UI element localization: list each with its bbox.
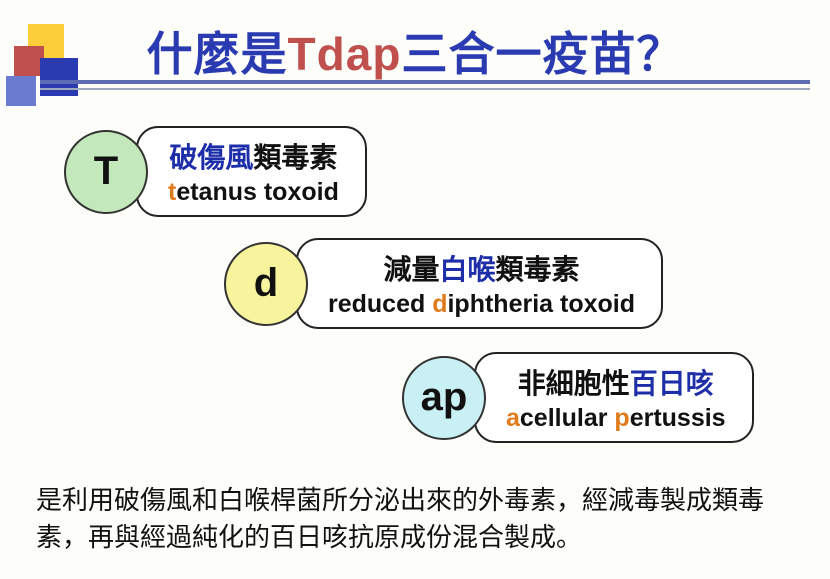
en-highlight: d (432, 290, 447, 318)
en-pre: reduced (328, 290, 432, 318)
box-diphtheria: 減量白喉類毒素 reduced diphtheria toxoid (296, 238, 663, 329)
title-post: 三合一疫苗？ (401, 28, 683, 80)
title-rule-thin (40, 88, 810, 90)
zh-pre: 減量 (383, 254, 439, 285)
circle-letter: T (94, 149, 118, 194)
en-rest: iphtheria toxoid (447, 290, 635, 318)
circle-letter: d (254, 261, 278, 306)
en-mid: cellular (520, 404, 615, 432)
page-title: 什麼是Tdap三合一疫苗？ (0, 18, 830, 84)
circle-ap: ap (402, 356, 486, 440)
zh-highlight: 白喉 (439, 254, 495, 285)
zh-pre: 非細胞性 (518, 368, 630, 399)
title-pre: 什麼是 (147, 28, 288, 80)
item-pertussis: ap 非細胞性百日咳 acellular pertussis (402, 352, 754, 443)
title-mid: Tdap (288, 28, 402, 80)
circle-letter: ap (421, 375, 468, 420)
zh-rest: 類毒素 (496, 254, 580, 285)
box-pertussis: 非細胞性百日咳 acellular pertussis (474, 352, 754, 443)
zh-rest: 類毒素 (253, 142, 337, 173)
item-diphtheria: d 減量白喉類毒素 reduced diphtheria toxoid (224, 238, 663, 329)
circle-t: T (64, 130, 148, 214)
zh-highlight: 破傷風 (169, 142, 253, 173)
en-rest: etanus toxoid (176, 178, 339, 206)
en-rest: ertussis (630, 404, 726, 432)
circle-d: d (224, 242, 308, 326)
zh-highlight: 百日咳 (630, 368, 714, 399)
box-tetanus: 破傷風類毒素 tetanus toxoid (136, 126, 367, 217)
footer-description: 是利用破傷風和白喉桿菌所分泌出來的外毒素，經減毒製成類毒素，再與經過純化的百日咳… (36, 482, 794, 557)
title-rule-thick (40, 80, 810, 84)
item-tetanus: T 破傷風類毒素 tetanus toxoid (64, 126, 367, 217)
en-hl1: a (506, 404, 520, 432)
en-hl2: p (614, 404, 629, 432)
